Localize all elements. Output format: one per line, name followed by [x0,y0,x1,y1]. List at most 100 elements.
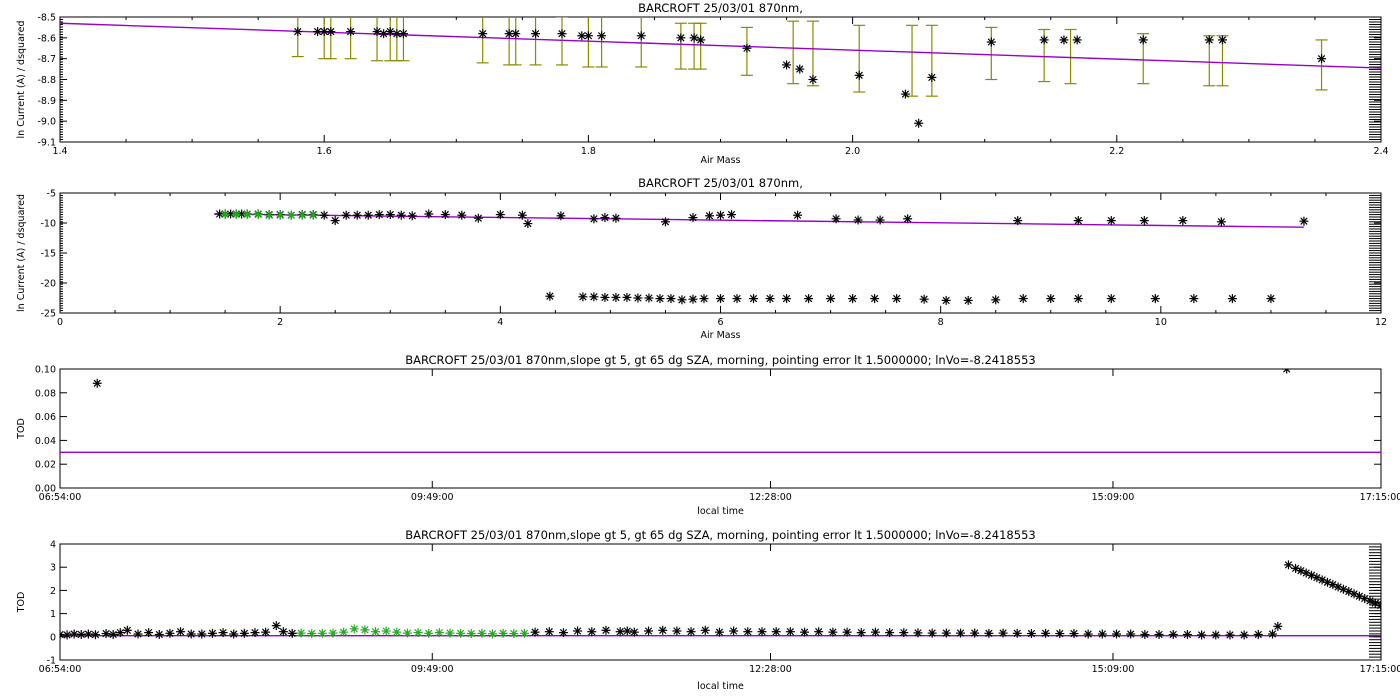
x-tick-label: 2.0 [845,146,860,157]
data-point [1154,629,1164,639]
data-point [1106,294,1116,304]
data-point [875,215,885,225]
data-point [1204,35,1214,45]
data-point [689,33,699,43]
data-point [509,629,519,639]
data-point [1026,629,1036,639]
data-point [218,628,228,638]
y-tick-label: -9.0 [37,117,56,128]
x-tick-label: 06:54:00 [39,492,82,503]
data-point [1097,629,1107,639]
data-point [1266,294,1276,304]
data-point [589,214,599,224]
data-point [250,628,260,638]
data-point [1041,628,1051,638]
data-point [589,292,599,302]
data-point [1073,216,1083,226]
y-tick-label: -1 [47,656,56,667]
data-point [729,626,739,636]
data-point [828,627,838,637]
x-tick-label: 15:09:00 [1092,492,1135,503]
data-point [346,27,356,37]
y-tick-label: 0.02 [35,460,56,471]
data-point [519,628,529,638]
series-black [1273,560,1381,631]
y-tick-label: -8.5 [37,13,56,24]
data-point [1197,630,1207,640]
data-point [573,626,583,636]
data-point [842,627,852,637]
data-point [804,294,814,304]
data-point [941,628,951,638]
chart-panel-1: BARCROFT 25/03/01 870nm, 1.4 1.6 1.8 2.0 2.2 2… [16,1,1389,166]
y-tick-label: -20 [40,279,56,290]
plot-frame [59,543,1382,661]
series-black [60,621,632,640]
plot-area [60,560,1381,640]
data-point [615,627,625,637]
data-point [511,29,521,39]
data-point [186,629,196,639]
data-point [660,217,670,227]
y-tick-label: -10 [40,219,56,230]
x-tick-label: 2.2 [1109,146,1124,157]
x-axis-label: Air Mass [701,330,741,341]
data-point [1317,54,1327,64]
data-point [349,624,359,634]
data-point [1069,629,1079,639]
data-point [424,628,434,638]
data-point [808,75,818,84]
data-point [1168,629,1178,639]
data-point [558,628,568,638]
error-bar [1064,28,1077,85]
data-point [271,621,281,631]
plot-area [60,369,1381,453]
data-point [308,210,318,220]
x-tick-label: 17:15:00 [1360,492,1400,503]
data-point [633,293,643,303]
y-tick-label: 0.10 [35,365,56,376]
data-point [622,626,632,636]
data-point [727,210,737,220]
data-point [92,378,102,388]
data-point [556,211,566,221]
data-point [782,294,792,304]
data-point [793,210,803,220]
data-point [870,627,880,637]
data-point [495,210,505,220]
data-point [1227,294,1237,304]
data-point [372,27,382,37]
data-point [488,629,498,639]
data-point [629,627,639,637]
x-tick-label: 17:15:00 [1360,664,1400,675]
data-point [919,294,929,304]
series-black [545,291,1276,305]
data-point [1039,35,1049,45]
data-point [231,210,241,220]
data-point [379,29,389,39]
data-point [440,210,450,220]
fit-line [214,213,1304,228]
data-point [870,294,880,304]
data-point [328,628,338,638]
data-point [899,628,909,638]
data-point [1046,294,1056,304]
data-point [892,294,902,304]
series-black [92,369,1292,388]
data-point [636,31,646,41]
data-point [261,627,271,637]
data-point [264,210,274,220]
error-bar [806,20,819,87]
y-axis-label: TOD [16,418,27,440]
data-point [1073,294,1083,304]
data-point [676,33,686,43]
x-tick-label: 8 [938,317,944,328]
data-point [714,627,724,637]
data-point [927,72,937,82]
data-point [326,27,336,37]
chart-panel-4: BARCROFT 25/03/01 870nm,slope gt 5, gt 6… [16,528,1400,692]
data-point [341,210,351,220]
data-point [826,294,836,304]
data-point [795,64,805,74]
data-point [956,628,966,638]
